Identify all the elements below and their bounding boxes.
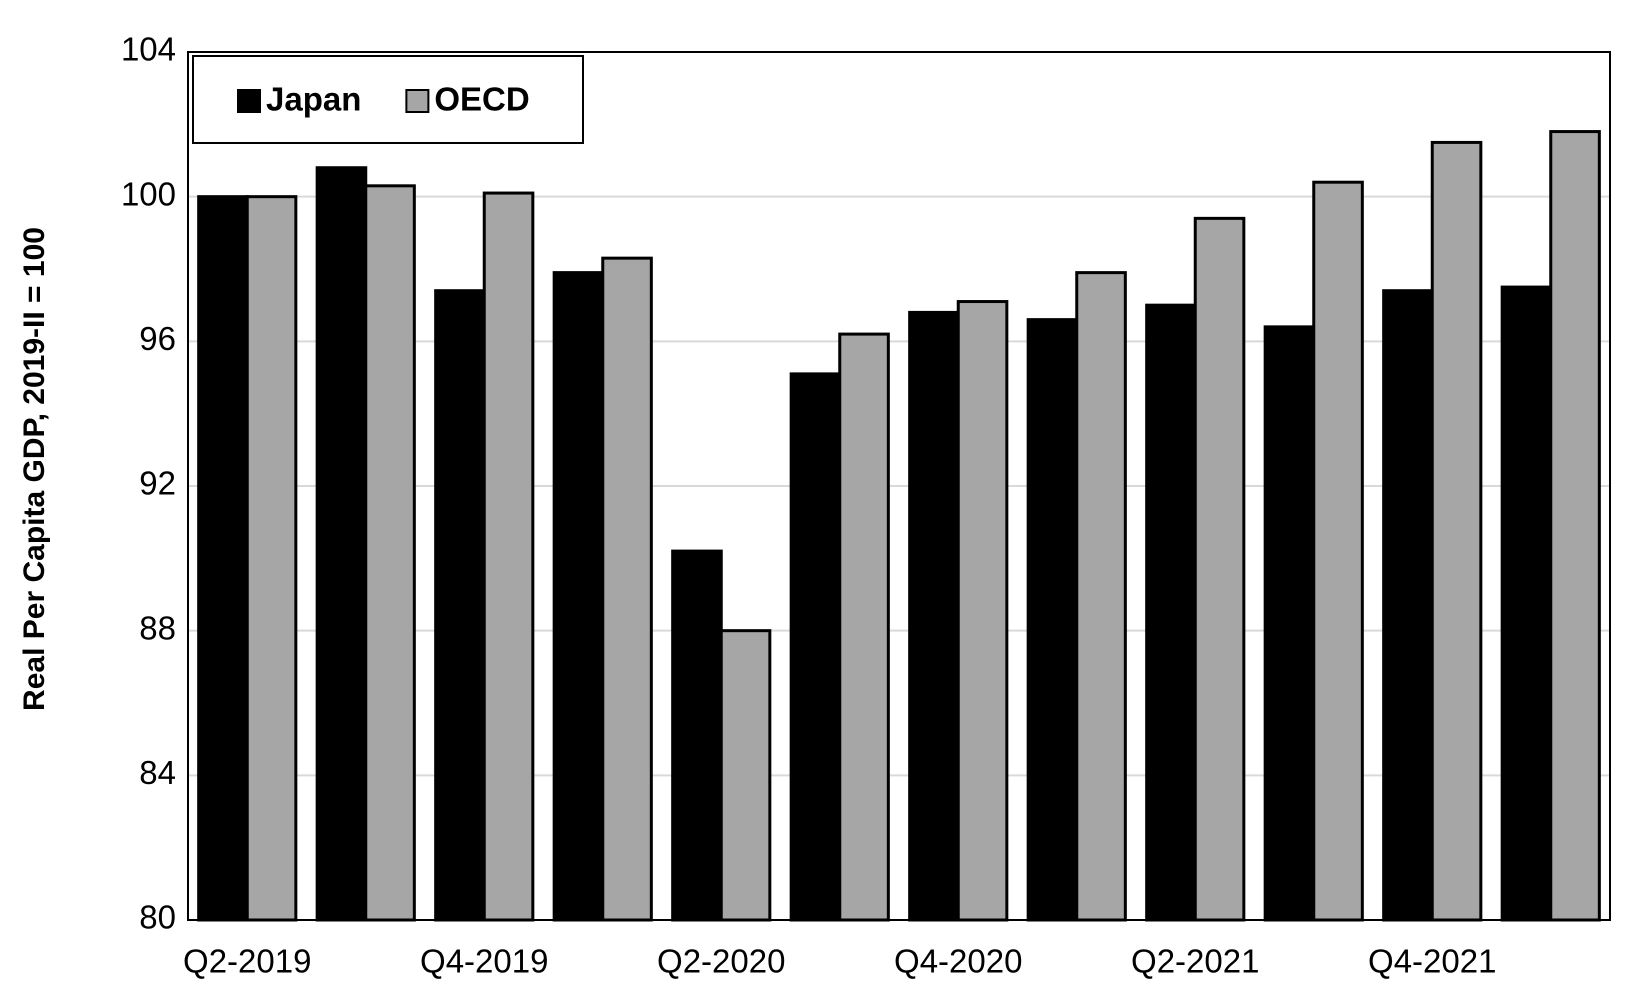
legend-swatch [237,89,261,113]
bar [1145,303,1197,922]
x-tick-label: Q2-2021 [1131,943,1259,980]
y-tick-label: 80 [139,899,176,936]
bar [482,191,535,922]
y-tick-label: 84 [139,754,176,791]
y-axis-label: Real Per Capita GDP, 2019-II = 100 [18,227,51,711]
bar [719,629,772,922]
bar [908,310,960,922]
bar [1193,216,1246,922]
x-tick-label: Q4-2019 [420,943,548,980]
bar [838,332,890,922]
bar [1075,271,1127,922]
y-tick-label: 88 [139,609,176,646]
bar [434,289,486,922]
bar [245,195,298,922]
bar [1549,130,1601,922]
bar [1312,180,1364,922]
bar [364,184,416,922]
bar [1263,325,1316,922]
y-tick-label: 96 [139,320,176,357]
bar [601,256,653,922]
bar [1430,140,1483,922]
bar [552,271,605,922]
bar [197,195,249,922]
bar [671,549,723,922]
y-tick-label: 92 [139,465,176,502]
legend-label: Japan [266,81,361,118]
bar [1026,318,1079,922]
legend-swatch [405,89,430,113]
y-tick-label: 100 [121,175,176,212]
legend-label: OECD [434,81,529,118]
bar [1500,285,1553,922]
x-tick-label: Q4-2021 [1368,943,1496,980]
bar [315,166,368,922]
bar [1382,289,1434,922]
y-tick-label: 104 [121,31,176,68]
bar [789,372,842,922]
x-tick-label: Q4-2020 [894,943,1022,980]
x-tick-label: Q2-2019 [183,943,311,980]
x-tick-label: Q2-2020 [657,943,785,980]
bar [956,300,1009,922]
plot-frame [187,51,1611,921]
